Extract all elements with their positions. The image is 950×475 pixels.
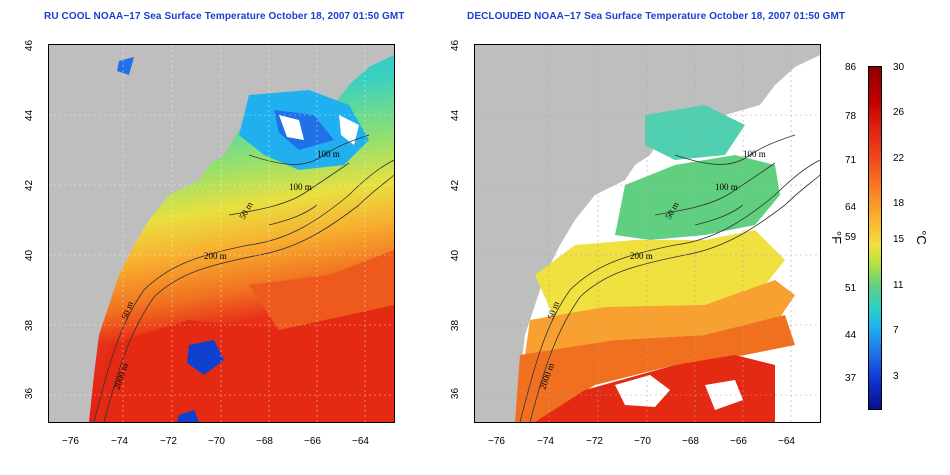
- celsius-label: 7: [893, 325, 899, 336]
- right-y-tick: 46: [450, 39, 462, 52]
- celsius-label: 3: [893, 371, 899, 382]
- celsius-label: 30: [893, 62, 905, 73]
- fahrenheit-label: 37: [845, 373, 857, 384]
- fahrenheit-label: 71: [845, 155, 857, 166]
- left-sst-map: 100 m 100 m 50 m 200 m 50 m 2000 m: [48, 44, 395, 423]
- celsius-label: 26: [893, 107, 905, 118]
- right-x-tick: −66: [730, 436, 747, 447]
- fahrenheit-label: 78: [845, 111, 857, 122]
- celsius-label: 11: [893, 280, 904, 291]
- left-x-tick: −74: [111, 436, 128, 447]
- left-y-tick: 46: [24, 39, 36, 52]
- right-x-tick: −64: [778, 436, 795, 447]
- right-x-tick: −74: [537, 436, 554, 447]
- right-sst-map: 100 m 100 m 50 m 200 m 50 m 2000 m: [474, 44, 821, 423]
- fahrenheit-unit: °F: [829, 230, 845, 245]
- celsius-unit: °C: [913, 230, 929, 245]
- right-map-title: DECLOUDED NOAA−17 Sea Surface Temperatur…: [467, 11, 846, 22]
- right-y-tick: 38: [450, 319, 462, 332]
- left-y-tick: 42: [24, 179, 36, 192]
- left-x-tick: −64: [352, 436, 369, 447]
- right-y-tick: 42: [450, 179, 462, 192]
- left-contour-label-4: 200 m: [204, 251, 227, 261]
- right-y-tick: 40: [450, 249, 462, 262]
- right-contour-label-2: 100 m: [715, 182, 738, 192]
- celsius-label: 22: [893, 153, 905, 164]
- fahrenheit-label: 51: [845, 283, 857, 294]
- celsius-label: 15: [893, 234, 905, 245]
- left-x-tick: −76: [62, 436, 79, 447]
- fahrenheit-label: 59: [845, 232, 857, 243]
- left-y-tick: 38: [24, 319, 36, 332]
- left-x-tick: −68: [256, 436, 273, 447]
- right-x-tick: −68: [682, 436, 699, 447]
- left-contour-label-1: 100 m: [317, 149, 340, 159]
- right-y-tick: 44: [450, 109, 462, 122]
- left-x-tick: −66: [304, 436, 321, 447]
- temperature-colorbar: [868, 66, 882, 410]
- right-y-tick: 36: [450, 387, 462, 400]
- fahrenheit-label: 64: [845, 202, 857, 213]
- right-x-tick: −76: [488, 436, 505, 447]
- left-y-tick: 40: [24, 249, 36, 262]
- fahrenheit-label: 44: [845, 330, 857, 341]
- fahrenheit-label: 86: [845, 62, 857, 73]
- right-x-tick: −72: [586, 436, 603, 447]
- celsius-label: 18: [893, 198, 905, 209]
- right-x-tick: −70: [634, 436, 651, 447]
- left-y-tick: 36: [24, 387, 36, 400]
- left-map-title: RU COOL NOAA−17 Sea Surface Temperature …: [44, 11, 405, 22]
- right-contour-label-4: 200 m: [630, 251, 653, 261]
- left-x-tick: −70: [208, 436, 225, 447]
- right-contour-label-1: 100 m: [743, 149, 766, 159]
- left-y-tick: 44: [24, 109, 36, 122]
- left-contour-label-2: 100 m: [289, 182, 312, 192]
- left-x-tick: −72: [160, 436, 177, 447]
